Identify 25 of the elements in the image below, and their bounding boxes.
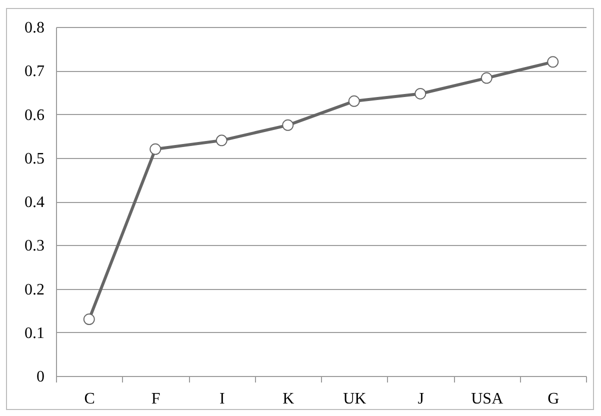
y-tick-label: 0.4 <box>24 194 44 211</box>
x-tick-label: J <box>418 390 424 408</box>
y-tick-label: 0.1 <box>24 324 44 342</box>
x-tick-label: USA <box>471 390 504 408</box>
point <box>547 56 559 68</box>
point <box>480 72 492 84</box>
y-tick-label: 0 <box>36 368 44 386</box>
point <box>150 143 162 155</box>
y-tick-label: 0.5 <box>24 150 44 168</box>
y-tick-label: 0.2 <box>24 281 44 298</box>
x-tick-label: F <box>151 390 160 408</box>
x-tick-label: I <box>219 390 225 408</box>
point <box>83 314 95 326</box>
point <box>282 119 294 131</box>
y-tick-label: 0.7 <box>24 63 44 80</box>
point <box>348 95 360 107</box>
y-tick-label: 0.8 <box>24 20 44 36</box>
y-tick-label: 0.3 <box>24 238 44 255</box>
x-tick-label: UK <box>343 390 367 408</box>
x-tick-label: C <box>84 390 95 408</box>
y-tick-label: 0.6 <box>24 106 44 124</box>
point <box>216 134 228 146</box>
x-tick-label: K <box>282 390 295 408</box>
x-tick-label: G <box>548 390 560 408</box>
point <box>414 88 426 100</box>
